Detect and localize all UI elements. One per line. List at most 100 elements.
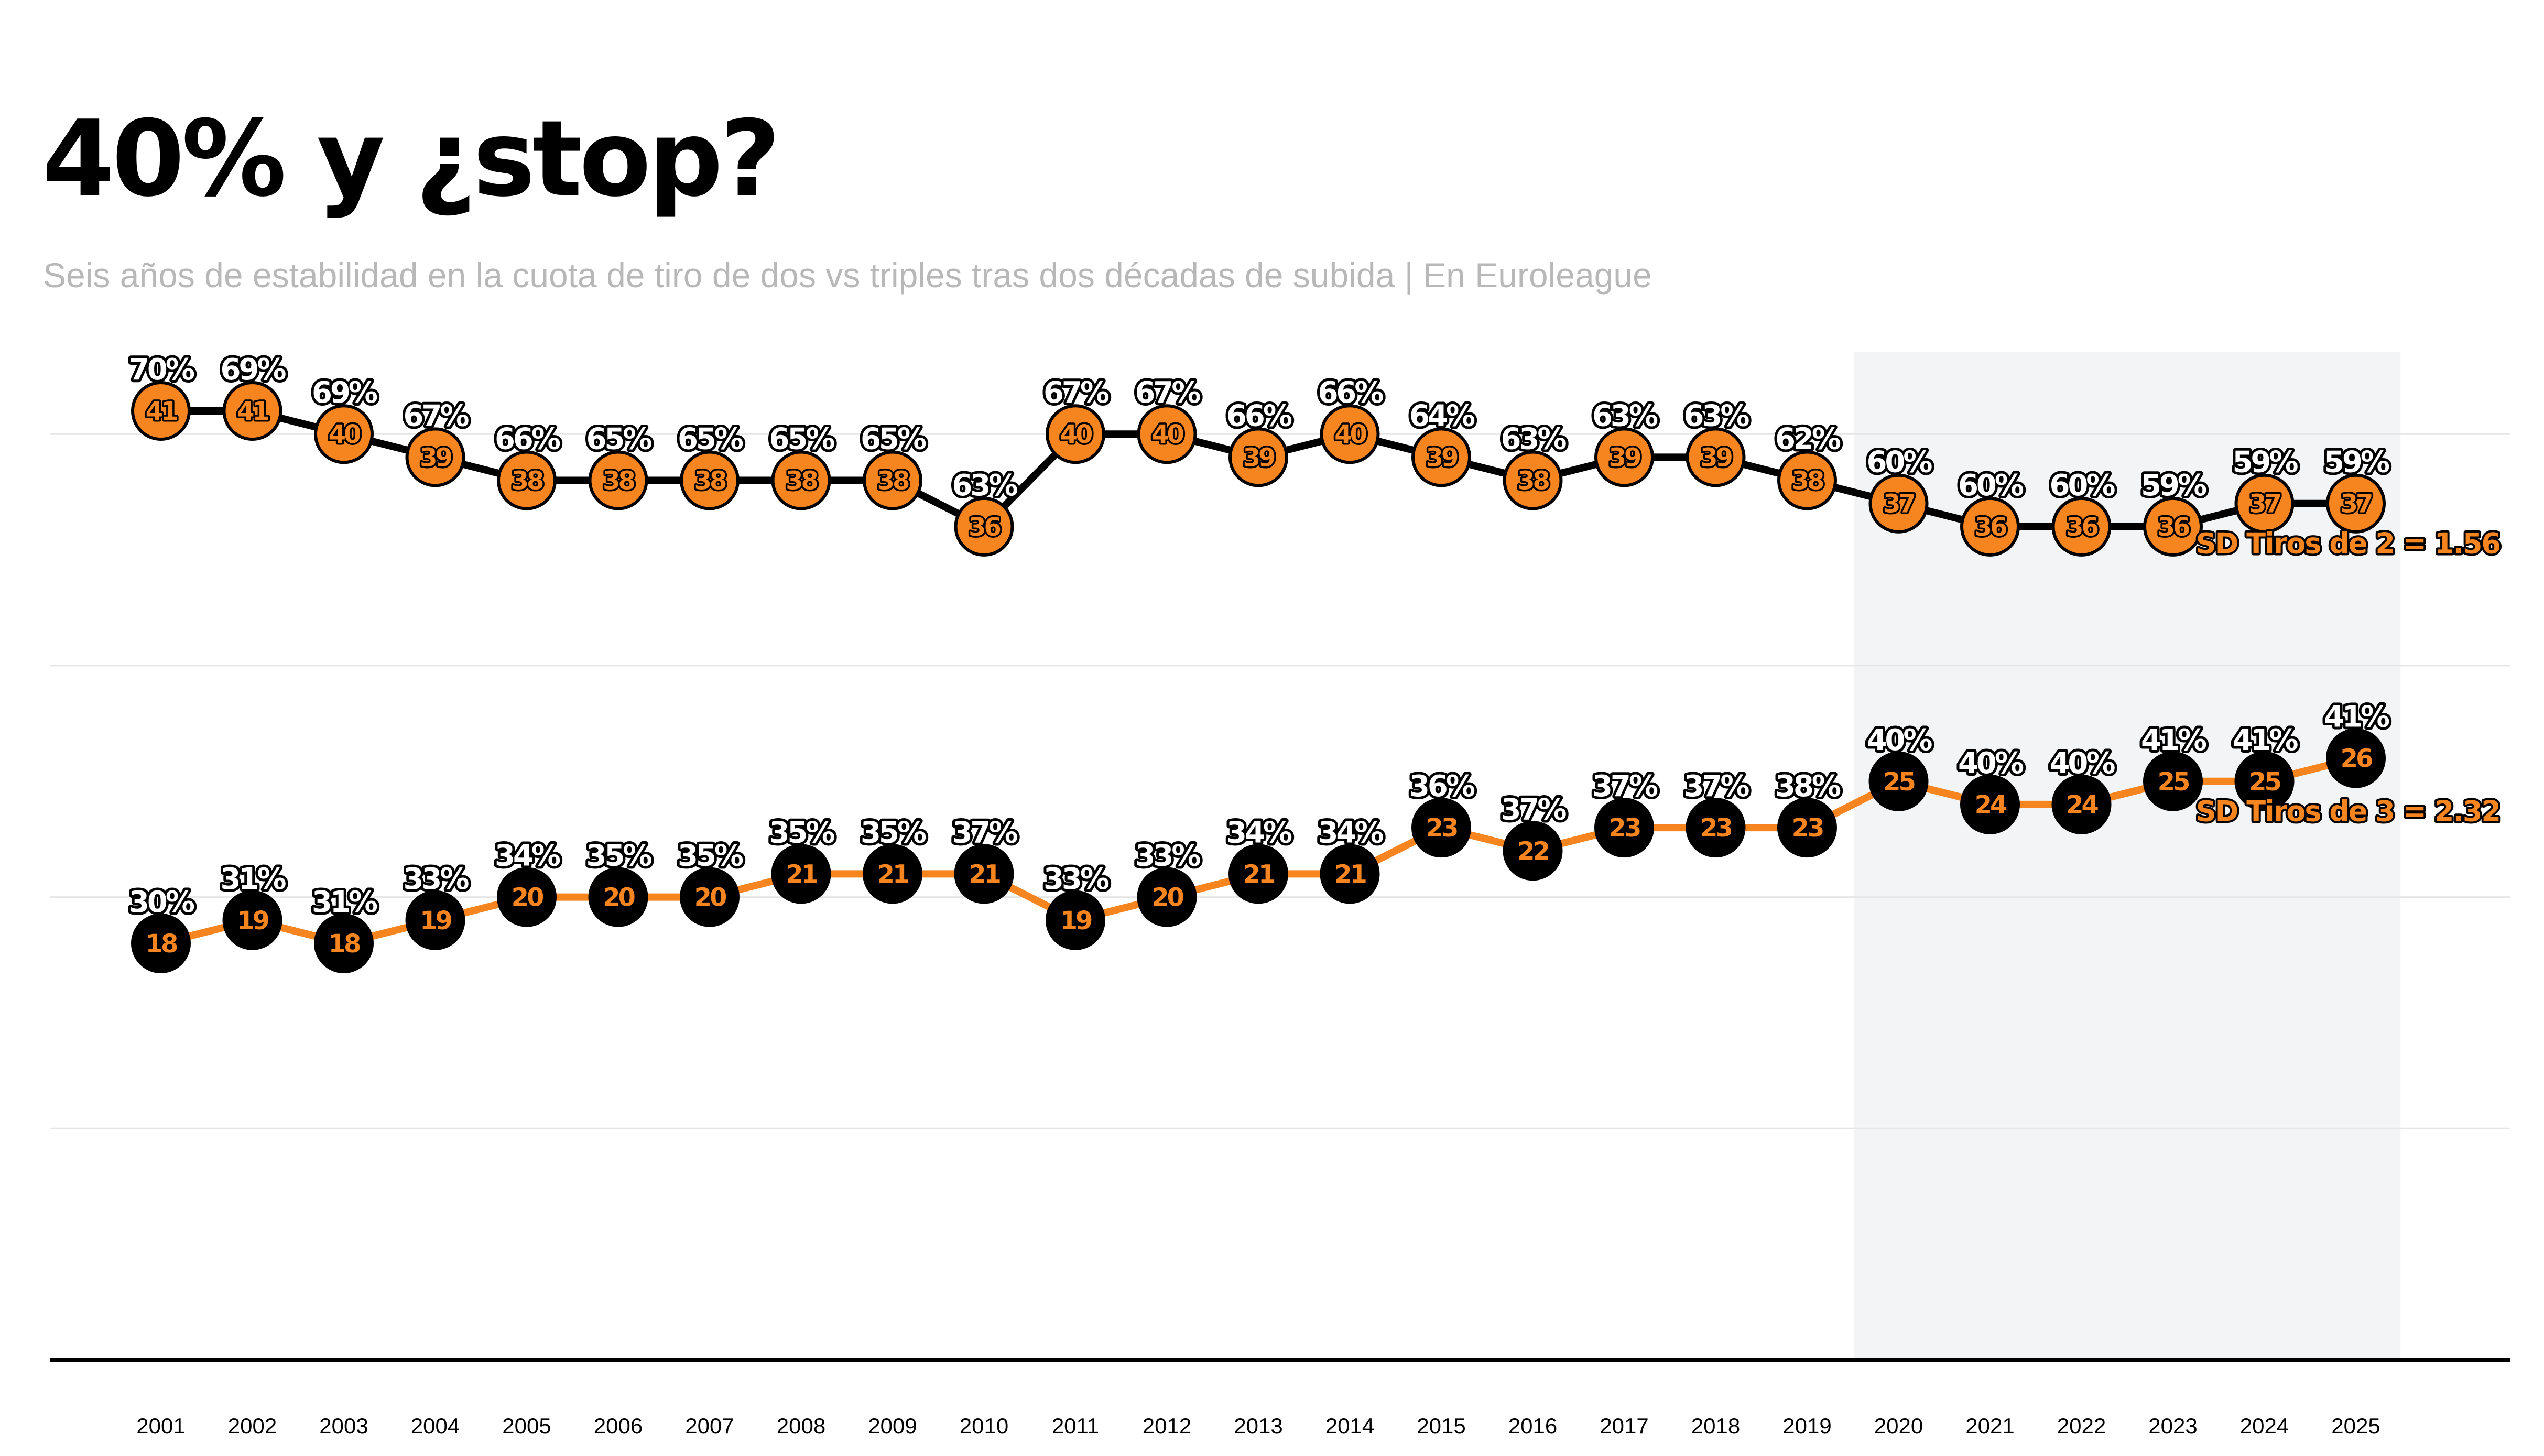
data-point-percent-label: 37% bbox=[1592, 769, 1658, 803]
data-point-percent-label: 63% bbox=[1683, 399, 1749, 433]
x-tick-label: 2002 bbox=[228, 1414, 277, 1438]
data-point bbox=[497, 450, 557, 510]
data-point-value: 23 bbox=[1609, 813, 1640, 843]
x-tick-label: 2022 bbox=[2057, 1414, 2106, 1438]
data-point-percent-label: 34% bbox=[1318, 816, 1383, 850]
x-tick-label: 2023 bbox=[2148, 1414, 2197, 1438]
data-point bbox=[1228, 844, 1288, 904]
data-point bbox=[1960, 496, 2020, 557]
data-point bbox=[1411, 427, 1471, 487]
data-point-value: 19 bbox=[420, 906, 451, 936]
data-point-value: 41 bbox=[146, 397, 177, 426]
data-point-percent-label: 40% bbox=[1958, 746, 2024, 780]
sd-annotation: SD Tiros de 2 = 1.56 bbox=[2196, 527, 2500, 560]
data-point-value: 25 bbox=[2158, 767, 2189, 797]
data-point-percent-label: 63% bbox=[952, 469, 1017, 503]
data-point-percent-label: 37% bbox=[952, 816, 1017, 850]
data-point-value: 21 bbox=[1334, 860, 1366, 889]
data-point-value: 39 bbox=[1426, 443, 1458, 472]
data-point-percent-label: 69% bbox=[312, 376, 377, 410]
data-point-value: 38 bbox=[786, 466, 817, 496]
data-point-value: 38 bbox=[877, 466, 909, 496]
data-point-percent-label: 34% bbox=[1226, 816, 1292, 850]
data-point-percent-label: 33% bbox=[403, 862, 469, 896]
data-point-value: 39 bbox=[1609, 443, 1640, 472]
data-point-value: 18 bbox=[329, 929, 360, 959]
x-tick-label: 2020 bbox=[1874, 1414, 1923, 1438]
data-point-percent-label: 59% bbox=[2324, 446, 2389, 480]
x-tick-label: 2015 bbox=[1417, 1414, 1465, 1438]
x-tick-label: 2005 bbox=[502, 1414, 551, 1438]
data-point bbox=[2143, 751, 2203, 811]
data-point-value: 37 bbox=[2249, 490, 2280, 519]
data-point-value: 40 bbox=[329, 420, 361, 449]
data-point-percent-label: 38% bbox=[1775, 769, 1841, 803]
data-point-percent-label: 35% bbox=[769, 816, 834, 850]
data-point-value: 21 bbox=[786, 860, 817, 889]
data-point bbox=[1503, 821, 1563, 881]
x-tick-label: 2007 bbox=[685, 1414, 734, 1438]
data-point bbox=[1594, 427, 1654, 487]
sd-annotation: SD Tiros de 3 = 2.32 bbox=[2196, 795, 2500, 828]
data-point bbox=[680, 867, 740, 927]
data-point-percent-label: 67% bbox=[403, 399, 469, 433]
data-point-value: 20 bbox=[694, 883, 726, 912]
x-tick-label: 2008 bbox=[777, 1414, 825, 1438]
data-point-value: 20 bbox=[512, 883, 543, 912]
data-point-percent-label: 64% bbox=[1409, 399, 1475, 433]
data-point-value: 25 bbox=[2249, 767, 2280, 797]
x-tick-label: 2024 bbox=[2240, 1414, 2289, 1438]
x-tick-label: 2025 bbox=[2331, 1414, 2380, 1438]
data-point-percent-label: 35% bbox=[586, 839, 651, 873]
data-point-value: 39 bbox=[1243, 443, 1275, 472]
series-tiros-de-3: 18 30% 19 31% 18 31% 19 33% 20 34% 20 35% 20 35% 21 35%… bbox=[126, 698, 2503, 973]
data-point-value: 23 bbox=[1426, 813, 1457, 843]
x-tick-label: 2010 bbox=[960, 1414, 1008, 1438]
data-point-percent-label: 33% bbox=[1135, 839, 1200, 873]
x-tick-label: 2003 bbox=[319, 1414, 368, 1438]
data-point-percent-label: 41% bbox=[2141, 723, 2206, 757]
data-point-value: 19 bbox=[1060, 906, 1092, 936]
data-point-percent-label: 60% bbox=[2049, 469, 2115, 503]
data-point-value: 24 bbox=[2066, 790, 2098, 820]
data-point-value: 39 bbox=[420, 443, 451, 472]
grid-layer bbox=[50, 433, 2510, 1129]
data-point-value: 20 bbox=[603, 883, 635, 912]
data-point-percent-label: 35% bbox=[861, 816, 926, 850]
data-point bbox=[1137, 404, 1197, 464]
data-point bbox=[2051, 496, 2112, 557]
x-tick-label: 2019 bbox=[1782, 1414, 1831, 1438]
data-point-value: 38 bbox=[603, 466, 634, 496]
data-point-value: 38 bbox=[512, 466, 543, 496]
chart-title: 40% y ¿stop? bbox=[42, 98, 778, 220]
data-point-percent-label: 59% bbox=[2141, 469, 2206, 503]
x-tick-label: 2011 bbox=[1052, 1414, 1099, 1438]
highlight-band-layer bbox=[1854, 352, 2401, 1360]
data-point-percent-label: 67% bbox=[1043, 376, 1109, 410]
data-point bbox=[1777, 798, 1837, 858]
data-point bbox=[863, 450, 922, 510]
data-point bbox=[1594, 798, 1654, 858]
data-point-value: 36 bbox=[1975, 513, 2006, 542]
data-point-percent-label: 63% bbox=[1592, 399, 1658, 433]
data-point-percent-label: 59% bbox=[2232, 446, 2298, 480]
data-point-percent-label: 70% bbox=[129, 353, 194, 387]
highlight-band bbox=[1854, 352, 2401, 1360]
x-tick-label: 2009 bbox=[868, 1414, 917, 1438]
data-point-percent-label: 66% bbox=[1226, 399, 1292, 433]
data-point-value: 38 bbox=[694, 466, 726, 496]
data-point bbox=[1686, 798, 1746, 858]
data-point-percent-label: 37% bbox=[1501, 792, 1566, 827]
data-point bbox=[314, 404, 374, 464]
x-tick-label: 2004 bbox=[411, 1414, 460, 1438]
data-point bbox=[2326, 473, 2386, 534]
data-point bbox=[2326, 728, 2386, 788]
data-point bbox=[1320, 844, 1380, 904]
x-tick-label: 2001 bbox=[136, 1414, 185, 1438]
data-point bbox=[2234, 751, 2295, 811]
data-point-percent-label: 60% bbox=[1866, 446, 1932, 480]
data-point bbox=[771, 450, 831, 510]
data-point-percent-label: 31% bbox=[220, 862, 286, 896]
x-tick-label: 2014 bbox=[1325, 1414, 1374, 1438]
